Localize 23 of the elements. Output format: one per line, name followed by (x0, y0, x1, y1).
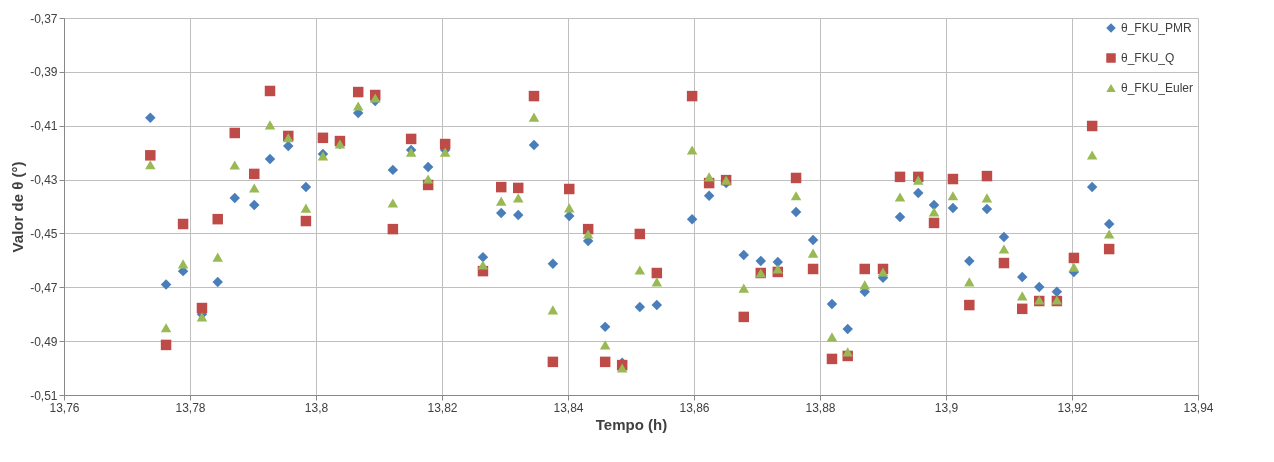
x-tick-label: 13,86 (679, 400, 710, 415)
x-tick-label: 13,8 (304, 400, 329, 415)
legend-label: θ_FKU_PMR (1121, 21, 1193, 35)
y-tick-label: -0,45 (30, 226, 58, 241)
x-tick-label: 13,82 (427, 400, 458, 415)
x-tick-label: 13,88 (805, 400, 836, 415)
y-tick-label: -0,37 (30, 11, 58, 26)
y-axis-title: Valor de θ (°) (9, 161, 27, 253)
x-tick-label: 13,84 (553, 400, 584, 415)
y-tick-label: -0,43 (30, 173, 58, 188)
x-axis-title: Tempo (h) (595, 415, 668, 433)
x-tick-label: 13,78 (175, 400, 206, 415)
x-tick-label: 13,92 (1057, 400, 1088, 415)
y-tick-label: -0,51 (30, 388, 58, 403)
x-tick-label: 13,94 (1183, 400, 1214, 415)
y-tick-label: -0,47 (30, 280, 58, 295)
y-tick-label: -0,41 (30, 119, 58, 134)
x-tick-label: 13,9 (934, 400, 959, 415)
x-tick-label: 13,76 (49, 400, 80, 415)
y-tick-label: -0,49 (30, 334, 58, 349)
legend-label: θ_FKU_Euler (1121, 81, 1194, 95)
legend-label: θ_FKU_Q (1121, 51, 1175, 65)
y-tick-label: -0,39 (30, 65, 58, 80)
